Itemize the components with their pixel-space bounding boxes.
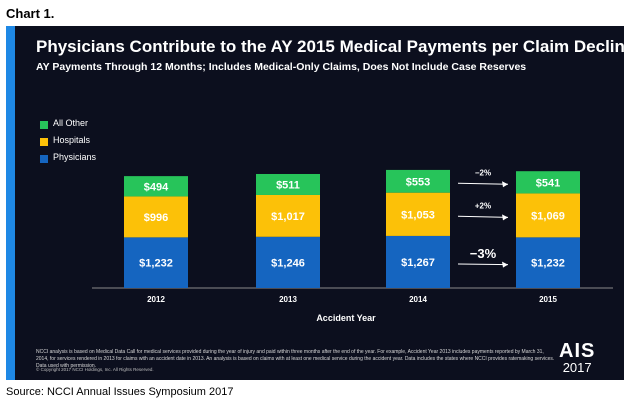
data-label-physicians-2012: $1,232 (139, 258, 173, 270)
annotation-physicians-change: −3% (470, 246, 497, 261)
ais-logo: AIS 2017 (559, 341, 595, 374)
annotation-arrow-hospitals (457, 215, 509, 218)
x-tick-label-2012: 2012 (147, 295, 165, 304)
x-tick-label-2015: 2015 (539, 295, 557, 304)
annotation-arrowhead-all-other (502, 181, 508, 188)
source-note: Source: NCCI Annual Issues Symposium 201… (6, 386, 234, 398)
legend-swatch-physicians (40, 155, 48, 163)
data-label-all-other-2014: $553 (406, 176, 430, 188)
bar-physicians-2015 (516, 237, 580, 288)
ais-logo-year: 2017 (562, 360, 592, 375)
legend-label-hospitals: Hospitals (53, 135, 91, 145)
annotation-arrow-physicians (457, 263, 509, 266)
legend-label-all-other: All Other (53, 118, 89, 128)
bar-physicians-2012 (124, 237, 188, 288)
data-label-hospitals-2013: $1,017 (271, 211, 305, 223)
chart-slide: Physicians Contribute to the AY 2015 Med… (6, 26, 624, 380)
bar-hospitals-2012 (124, 196, 188, 238)
figure-label: Chart 1. (6, 6, 55, 21)
copyright-notice: © Copyright 2017 NCCI Holdings, Inc. All… (36, 367, 154, 372)
bar-hospitals-2013 (256, 194, 320, 237)
bar-all-other-2014 (386, 169, 450, 193)
data-label-all-other-2012: $494 (144, 181, 169, 193)
legend-label-physicians: Physicians (53, 152, 97, 162)
bar-hospitals-2014 (386, 192, 450, 236)
data-label-all-other-2015: $541 (536, 177, 560, 189)
annotation-all-other-change: −2% (475, 168, 491, 177)
data-label-hospitals-2012: $996 (144, 212, 168, 224)
x-axis-label: Accident Year (316, 313, 376, 323)
stacked-bar-chart: $1,232 $996 $494 2012 $1,246 $1,017 $511 2013 $1… (92, 168, 613, 323)
chart-title: Physicians Contribute to the AY 2015 Med… (36, 37, 624, 56)
data-label-physicians-2015: $1,232 (531, 258, 565, 270)
chart-footnote: NCCI analysis is based on Medical Data C… (36, 349, 555, 369)
chart-subtitle: AY Payments Through 12 Months; Includes … (36, 61, 527, 73)
bar-all-other-2015 (516, 171, 580, 194)
annotation-hospitals-change: +2% (475, 201, 491, 210)
data-label-physicians-2014: $1,267 (401, 257, 435, 269)
accent-bar (6, 26, 15, 380)
bar-all-other-2012 (124, 176, 188, 197)
x-tick-label-2013: 2013 (279, 295, 297, 304)
legend-swatch-all-other (40, 121, 48, 129)
data-label-hospitals-2014: $1,053 (401, 209, 435, 221)
legend-swatch-hospitals (40, 138, 48, 146)
data-label-all-other-2013: $511 (276, 179, 300, 191)
ais-logo-text: AIS (559, 340, 596, 362)
bar-all-other-2013 (256, 173, 320, 195)
bar-physicians-2013 (256, 236, 320, 288)
bar-physicians-2014 (386, 235, 450, 288)
x-tick-label-2014: 2014 (409, 295, 427, 304)
annotation-arrow-all-other (457, 182, 509, 185)
data-label-hospitals-2015: $1,069 (531, 210, 565, 222)
data-label-physicians-2013: $1,246 (271, 257, 305, 269)
annotation-arrowhead-physicians (502, 261, 508, 268)
bar-hospitals-2015 (516, 193, 580, 238)
annotation-arrowhead-hospitals (502, 214, 508, 221)
